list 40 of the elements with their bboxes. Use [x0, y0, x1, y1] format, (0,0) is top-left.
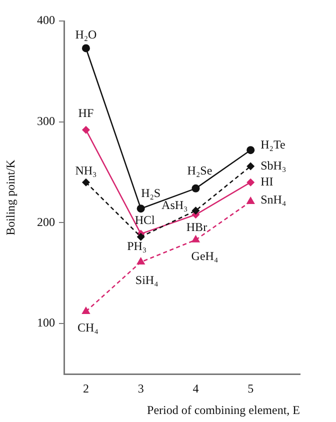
point: [136, 232, 145, 241]
annotation: HI: [260, 174, 274, 189]
annotation: GeH₄: [191, 249, 218, 264]
annotation: HCl: [134, 212, 156, 227]
y-tick-label: 100: [37, 316, 55, 330]
x-tick-label: 5: [248, 381, 254, 396]
point: [136, 257, 146, 265]
x-tick-label: 3: [138, 381, 144, 396]
annotation: H₂Te: [260, 137, 286, 152]
x-axis-title: Period of combining element, E: [147, 402, 300, 417]
annotation: PH₃: [127, 238, 147, 253]
annotation: AsH₃: [162, 198, 188, 212]
point: [82, 306, 90, 314]
y-axis-title: Boiling point/K: [3, 159, 18, 236]
y-tick-label: 400: [37, 13, 55, 28]
point: [246, 196, 255, 204]
point: [192, 184, 200, 192]
point: [136, 204, 145, 213]
annotation: H₂Se: [187, 164, 212, 178]
annotation: H₂O: [75, 27, 98, 42]
point: [192, 206, 200, 215]
point: [246, 146, 255, 154]
annotation: HF: [78, 106, 94, 120]
x-tick-label: 2: [82, 381, 89, 396]
annotation: SbH₃: [260, 158, 286, 172]
y-tick-label: 200: [37, 214, 55, 229]
point: [82, 178, 90, 186]
point: [82, 44, 90, 52]
annotation: NH₃: [75, 164, 97, 178]
x-tick-label: 4: [192, 381, 199, 396]
point: [246, 162, 255, 170]
point: [246, 178, 255, 186]
y-tick-label: 300: [37, 114, 55, 128]
annotation: HBr: [186, 220, 208, 234]
annotation: CH₄: [78, 320, 98, 335]
annotation: SiH₄: [135, 273, 158, 288]
point: [191, 234, 200, 242]
annotation: SnH₄: [260, 192, 286, 207]
annotation: H₂S: [141, 186, 161, 200]
point: [82, 126, 90, 134]
